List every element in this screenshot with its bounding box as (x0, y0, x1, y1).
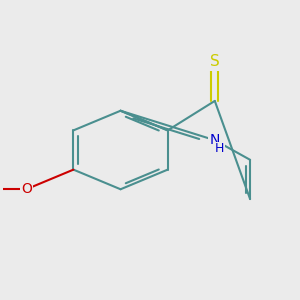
Text: S: S (210, 54, 220, 69)
Text: N: N (210, 133, 220, 147)
Text: H: H (214, 142, 224, 155)
Text: O: O (21, 182, 32, 196)
